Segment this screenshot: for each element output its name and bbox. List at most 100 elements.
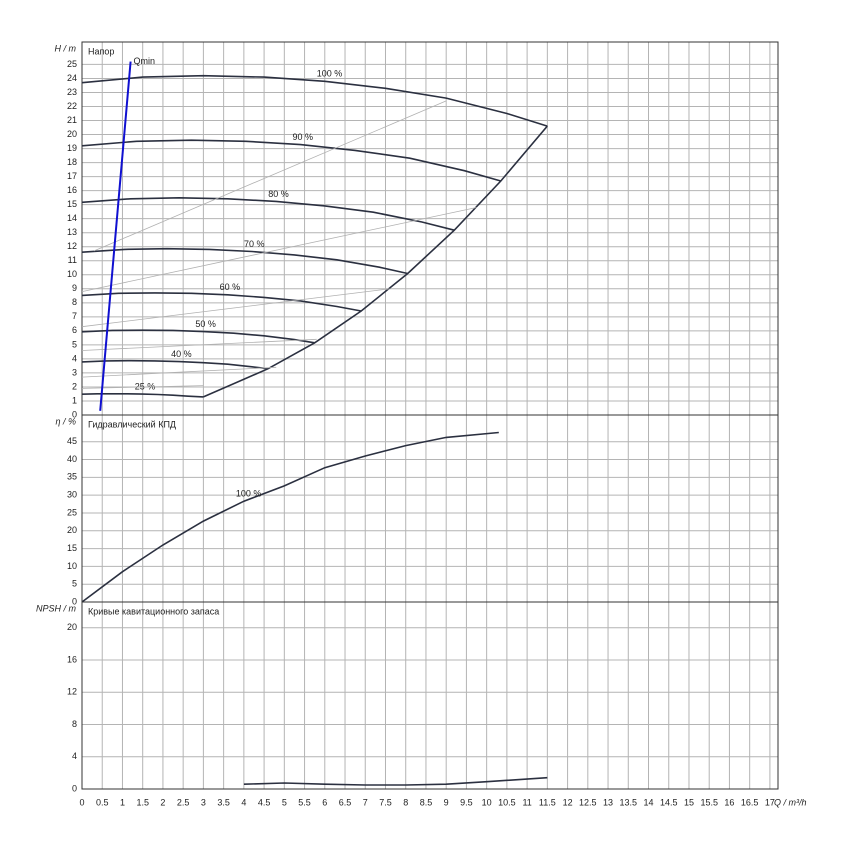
x-tick-label: 5.5 (298, 797, 311, 807)
y-axis-title: η / % (55, 416, 76, 426)
curve-label: Qmin (134, 56, 156, 66)
y-tick-label: 3 (72, 367, 77, 377)
x-tick-label: 2.5 (177, 797, 190, 807)
y-tick-label: 11 (68, 255, 77, 265)
x-tick-label: 2 (160, 797, 165, 807)
y-tick-label: 22 (67, 101, 77, 111)
curve-label: 50 % (195, 319, 216, 329)
curve (81, 247, 408, 275)
y-tick-label: 10 (67, 561, 77, 571)
curve-label: 60 % (220, 282, 241, 292)
y-tick-label: 16 (67, 654, 77, 664)
panel-title: Кривые кавитационного запаса (88, 606, 219, 616)
reference-line (81, 288, 390, 328)
curve-label: 25 % (135, 381, 156, 391)
y-tick-label: 8 (72, 297, 77, 307)
y-axis-title: H / m (55, 43, 77, 53)
curve-label: 40 % (171, 349, 192, 359)
y-tick-label: 23 (67, 87, 77, 97)
y-tick-label: 20 (67, 525, 77, 535)
curve (203, 125, 548, 398)
x-tick-label: 16 (724, 797, 734, 807)
y-tick-label: 21 (67, 115, 77, 125)
curve (81, 329, 315, 344)
y-tick-label: 2 (72, 381, 77, 391)
x-tick-label: 4.5 (258, 797, 271, 807)
y-tick-label: 24 (67, 73, 77, 83)
y-tick-label: 17 (67, 171, 77, 181)
y-tick-label: 9 (72, 283, 77, 293)
curve (81, 74, 548, 127)
y-tick-label: 0 (72, 783, 77, 793)
curve (81, 359, 269, 370)
reference-line (93, 100, 447, 252)
x-tick-label: 15 (684, 797, 694, 807)
y-tick-label: 4 (72, 353, 77, 363)
panel-title: Напор (88, 46, 114, 56)
y-tick-label: 12 (67, 687, 77, 697)
curve-label: 100 % (317, 69, 343, 79)
x-tick-label: 5 (282, 797, 287, 807)
curve (243, 776, 548, 786)
x-tick-label: 1 (120, 797, 125, 807)
y-tick-label: 4 (72, 751, 77, 761)
y-tick-label: 16 (67, 185, 77, 195)
x-tick-label: 9 (444, 797, 449, 807)
y-tick-label: 20 (67, 622, 77, 632)
x-tick-label: 8 (403, 797, 408, 807)
y-tick-label: 25 (67, 59, 77, 69)
curve (99, 61, 132, 411)
x-tick-label: 10 (482, 797, 492, 807)
x-axis-title: Q / m³/h (774, 797, 807, 807)
curve (81, 292, 362, 312)
curve-label: 70 % (244, 239, 265, 249)
reference-line (81, 338, 317, 351)
x-tick-label: 0.5 (96, 797, 109, 807)
x-tick-label: 4 (241, 797, 246, 807)
reference-line (81, 366, 277, 378)
x-tick-label: 7 (363, 797, 368, 807)
x-tick-label: 1.5 (136, 797, 149, 807)
curve-label: 100 % (236, 489, 262, 499)
x-tick-label: 12.5 (579, 797, 597, 807)
x-tick-label: 10.5 (498, 797, 516, 807)
x-tick-label: 17 (765, 797, 775, 807)
y-tick-label: 6 (72, 325, 77, 335)
y-tick-label: 8 (72, 719, 77, 729)
y-tick-label: 40 (67, 454, 77, 464)
x-tick-label: 14.5 (660, 797, 678, 807)
panel-frame (81, 601, 779, 790)
x-tick-label: 7.5 (379, 797, 392, 807)
curve (81, 196, 455, 231)
x-tick-label: 3 (201, 797, 206, 807)
y-tick-label: 19 (67, 143, 77, 153)
x-tick-label: 14 (644, 797, 654, 807)
curve-label: 90 % (293, 132, 314, 142)
y-tick-label: 45 (67, 436, 77, 446)
x-tick-label: 15.5 (700, 797, 718, 807)
x-tick-label: 11.5 (539, 797, 556, 807)
x-tick-label: 6.5 (339, 797, 352, 807)
curve (81, 431, 499, 603)
y-tick-label: 1 (72, 395, 77, 405)
y-tick-label: 7 (72, 311, 77, 321)
y-tick-label: 0 (72, 596, 77, 606)
y-tick-label: 13 (67, 227, 77, 237)
y-tick-label: 12 (67, 241, 77, 251)
y-tick-label: 30 (67, 490, 77, 500)
y-tick-label: 5 (72, 579, 77, 589)
x-tick-label: 11 (522, 797, 531, 807)
curve (81, 139, 502, 182)
x-tick-label: 9.5 (460, 797, 473, 807)
x-tick-label: 8.5 (420, 797, 433, 807)
x-tick-label: 0 (79, 797, 84, 807)
y-axis-title: NPSH / m (36, 603, 77, 613)
y-tick-label: 15 (67, 543, 77, 553)
y-tick-label: 18 (67, 157, 77, 167)
y-tick-label: 5 (72, 339, 77, 349)
reference-line (81, 207, 477, 292)
x-tick-label: 12 (563, 797, 573, 807)
x-tick-label: 13.5 (620, 797, 638, 807)
